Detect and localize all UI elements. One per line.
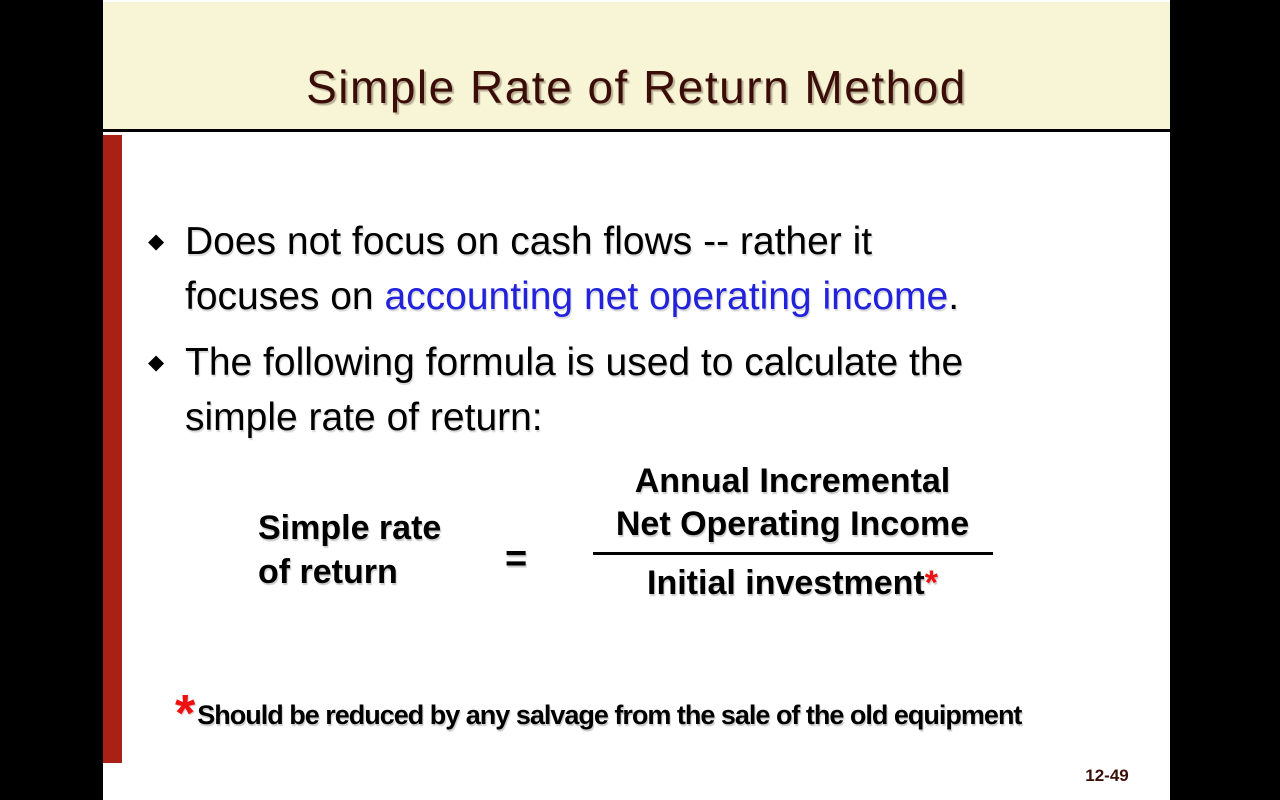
formula-numerator-line-2: Net Operating Income (615, 505, 970, 543)
formula-lhs-label: Simple rate of return (258, 506, 441, 594)
slide: Simple Rate of Return Method ◆ Does not … (103, 0, 1170, 800)
bullet-diamond-icon: ◆ (148, 230, 165, 253)
formula-lhs-line-2: of return (258, 553, 398, 591)
formula-denominator: Initial investment* (590, 563, 995, 603)
formula-denominator-text: Initial investment (647, 564, 925, 602)
denominator-asterisk: * (924, 564, 938, 602)
footnote-text: Should be reduced by any salvage from th… (197, 700, 1022, 730)
bullet-diamond-icon: ◆ (148, 351, 165, 374)
bullet-item-1: ◆ Does not focus on cash flows -- rather… (148, 214, 1108, 324)
formula-numerator: Annual Incremental Net Operating Income (590, 460, 995, 546)
bullet-1-line-2-plain: focuses on (185, 275, 385, 318)
footnote: * Should be reduced by any salvage from … (175, 685, 1022, 743)
slide-title: Simple Rate of Return Method (306, 61, 967, 113)
bullet-1-line-2-period: . (948, 275, 960, 318)
formula-equals-sign: = (505, 538, 528, 580)
bullet-1-line-1: Does not focus on cash flows -- rather i… (185, 220, 873, 263)
formula-lhs-line-1: Simple rate (258, 509, 442, 547)
footnote-asterisk-icon: * (175, 685, 196, 743)
bullet-1-highlight-phrase: accounting net operating income (384, 275, 949, 318)
red-accent-bar (103, 135, 122, 763)
page-number: 12-49 (1085, 766, 1129, 785)
bullet-2-line-1: The following formula is used to calcula… (185, 341, 964, 384)
title-band: Simple Rate of Return Method (103, 2, 1170, 132)
formula-numerator-line-1: Annual Incremental (634, 462, 951, 500)
bullet-2-line-2: simple rate of return: (185, 396, 543, 439)
fraction-bar (592, 552, 993, 555)
bullet-1-text: Does not focus on cash flows -- rather i… (185, 214, 959, 324)
bullet-1-line-2: focuses on accounting net operating inco… (185, 269, 959, 324)
bullet-2-text: The following formula is used to calcula… (185, 335, 963, 445)
formula-fraction: Annual Incremental Net Operating Income … (590, 460, 995, 603)
bullet-item-2: ◆ The following formula is used to calcu… (148, 335, 1108, 445)
